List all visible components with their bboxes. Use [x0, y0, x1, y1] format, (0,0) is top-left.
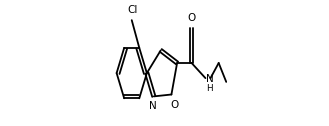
Text: Cl: Cl	[127, 5, 138, 15]
Text: N: N	[206, 74, 214, 84]
Text: O: O	[170, 100, 179, 109]
Text: O: O	[188, 13, 196, 23]
Text: H: H	[206, 84, 213, 93]
Text: N: N	[149, 101, 156, 111]
